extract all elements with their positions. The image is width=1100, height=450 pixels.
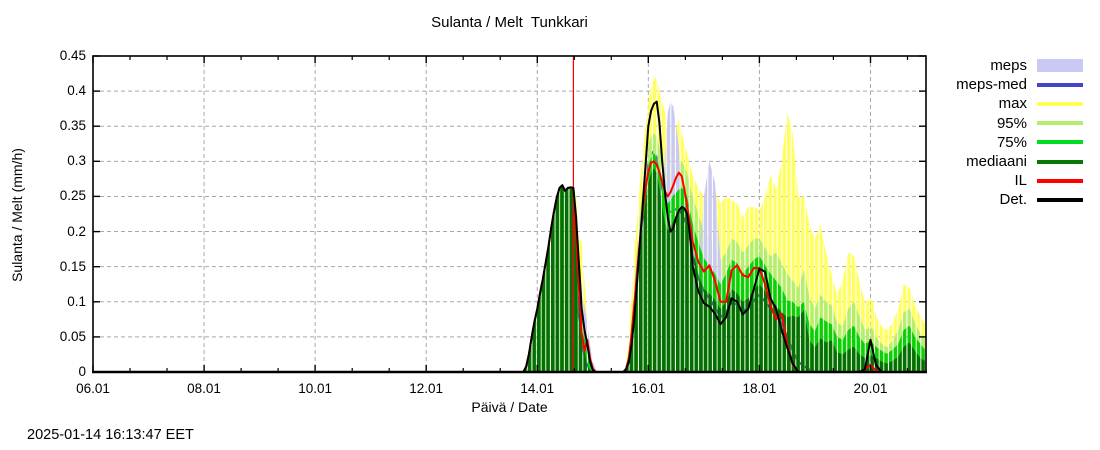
legend-label: Det. [999,191,1027,209]
y-tick-label: 0.2 [67,223,86,239]
legend-label: 75% [996,133,1027,151]
legend-item-det-: Det. [880,190,1090,209]
y-tick-label: 0 [78,364,86,379]
y-tick-label: 0.35 [59,118,86,134]
x-axis-label: Päivä / Date [471,399,548,415]
legend-item-max: max [880,94,1090,113]
legend-line-swatch [1037,82,1083,87]
x-tick-label: 06.01 [76,381,110,396]
legend-item-75-: 75% [880,133,1090,152]
x-tick-label: 08.01 [187,381,221,396]
legend: meps meps-med max 95% 75% mediaani IL Det. [880,56,1090,210]
legend-item-mediaani: mediaani [880,152,1090,171]
legend-label: meps [990,57,1027,75]
x-tick-label: 14.01 [520,381,555,396]
y-tick-label: 0.25 [59,188,86,204]
y-tick-label: 0.05 [59,328,86,344]
y-tick-label: 0.1 [67,293,86,309]
legend-label: max [998,95,1027,113]
y-tick-label: 0.45 [59,48,86,63]
x-tick-label: 16.01 [631,381,666,396]
legend-line-swatch [1037,159,1083,164]
timestamp: 2025-01-14 16:13:47 EET [27,427,194,443]
legend-label: meps-med [956,76,1027,94]
legend-label: mediaani [966,153,1027,171]
legend-line-swatch [1037,178,1083,183]
legend-item-il: IL [880,171,1090,190]
legend-line-swatch [1037,140,1083,145]
legend-line-swatch [1037,121,1083,126]
x-tick-label: 18.01 [742,381,777,396]
legend-label: 95% [996,114,1027,132]
legend-line-swatch [1037,101,1083,106]
x-tick-label: 20.01 [853,381,888,396]
x-tick-label: 10.01 [298,381,333,396]
x-tick-label: 12.01 [409,381,444,396]
legend-label: IL [1014,172,1027,190]
y-tick-label: 0.4 [67,83,86,99]
legend-item-meps-med: meps-med [880,75,1090,94]
chart-title: Sulanta / Melt Tunkkari [431,14,588,31]
y-tick-label: 0.15 [59,258,86,274]
legend-line-swatch [1037,197,1083,202]
y-tick-label: 0.3 [67,153,86,169]
legend-item-meps: meps [880,56,1090,75]
legend-item-95-: 95% [880,114,1090,133]
legend-fill-swatch [1037,59,1083,73]
